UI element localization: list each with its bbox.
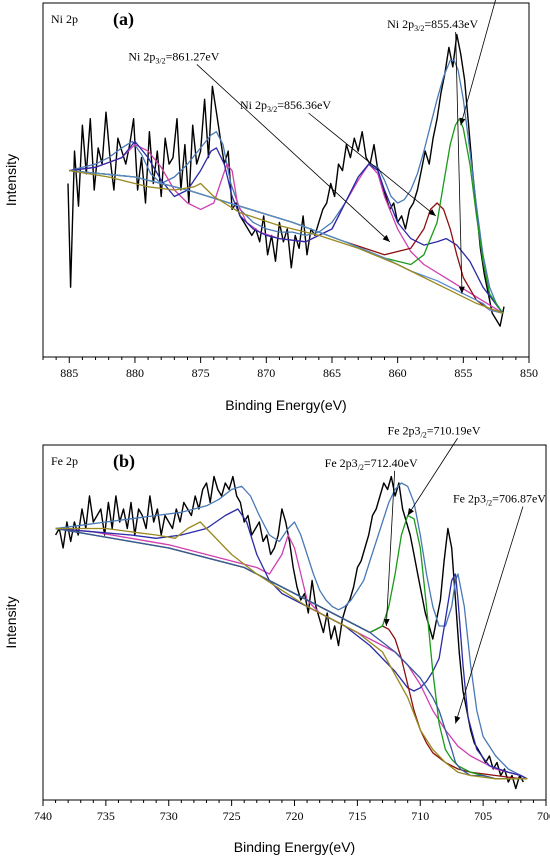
panel-a-series [67, 33, 505, 327]
peak-annotation-label: Fe 2p3 [325, 456, 358, 470]
peak-annotation-leader-line [407, 438, 458, 516]
peak-annotation-leader-line [460, 0, 496, 126]
series-ni3-satellite-component [69, 143, 504, 314]
arrowhead-icon [459, 117, 466, 126]
arrowhead-icon [458, 286, 465, 294]
series-raw [67, 33, 505, 327]
x-tick-label-870: 870 [257, 366, 275, 380]
series-ni-2p3-2-peak-854-88-ev [69, 169, 503, 314]
series-fe-2p1-2-component [55, 508, 528, 780]
series-raw [54, 475, 525, 790]
peak-annotation-label: Fe 2p3 [453, 492, 486, 506]
peak-annotation-label: Ni 2p [240, 98, 267, 112]
series-envelope [69, 59, 504, 314]
peak-annotation-value: =855.43eV [424, 17, 478, 31]
panel-ni-2p: (a) Ni 2p Binding Energy(eV) Intensity 8… [3, 0, 538, 413]
peak-annotation-leader-line [196, 64, 391, 243]
peak-annotation-leader-line [455, 506, 524, 724]
series-fe3-satellite-component [55, 527, 528, 780]
peak-annotation-value: =706.87eV [492, 492, 546, 506]
series-background [69, 169, 503, 314]
panel-a-y-axis-title: Intensity [3, 154, 19, 206]
arrowhead-icon [428, 209, 436, 216]
panel-a-label: (a) [113, 9, 134, 30]
peak-annotation-value: =861.27eV [166, 49, 220, 63]
peak-annotation-subscript: /2 [486, 499, 492, 508]
x-tick-label-860: 860 [389, 366, 407, 380]
panel-b-x-ticks: 740 735 730 725 720 715 710 705 700 [34, 800, 550, 823]
peak-annotation-1: Fe 2p3/2=710.19eV [388, 423, 481, 439]
arrowhead-icon [407, 507, 414, 516]
peak-annotation-leader-line [455, 31, 463, 294]
panel-fe-2p: (b) Fe 2p Binding Energy(eV) Intensity 7… [3, 423, 550, 855]
panel-b-x-axis-title: Binding Energy(eV) [234, 839, 355, 855]
panel-b-element-label: Fe 2p [51, 454, 78, 468]
peak-annotation-leader-line [385, 470, 396, 627]
x-tick-label-850: 850 [520, 366, 538, 380]
x-tick-label-855: 855 [454, 366, 472, 380]
series-ni2-satellite-component [69, 140, 504, 314]
x-tick-label-710: 710 [411, 809, 429, 823]
peak-annotation-subscript: /2 [358, 463, 364, 472]
peak-annotation-value: =712.40eV [364, 456, 418, 470]
x-tick-label-730: 730 [160, 809, 178, 823]
peak-annotation-leader-line [308, 112, 436, 217]
panel-b-series [54, 475, 528, 790]
series-background [55, 521, 528, 780]
x-tick-label-875: 875 [192, 366, 210, 380]
peak-annotation-label: Fe 2p3 [388, 423, 421, 437]
series-fe-2p3-2-peak-712-40-ev [55, 527, 528, 780]
x-tick-label-865: 865 [323, 366, 341, 380]
panel-a-element-label: Ni 2p [51, 12, 78, 26]
x-tick-label-735: 735 [97, 809, 115, 823]
panel-a-x-axis-title: Binding Energy(eV) [225, 397, 346, 413]
x-tick-label-720: 720 [286, 809, 304, 823]
peak-annotation-1: Ni 2p3/2=856.36eV [240, 98, 331, 114]
x-tick-label-740: 740 [34, 809, 52, 823]
panel-a-frame [42, 2, 530, 358]
x-tick-label-880: 880 [126, 366, 144, 380]
peak-annotation-subscript: 3/2 [414, 24, 424, 33]
peak-annotation-label: Ni 2p [128, 49, 155, 63]
peak-annotation-subscript: /2 [421, 430, 427, 439]
x-tick-label-700: 700 [537, 809, 550, 823]
x-tick-label-885: 885 [60, 366, 78, 380]
panel-a-x-ticks: 885 880 875 870 865 860 855 850 [42, 357, 538, 380]
peak-annotation-0: Fe 2p3/2=712.40eV [325, 456, 418, 472]
peak-annotation-2: Ni 2p3/2=855.43eV [387, 17, 478, 33]
peak-annotation-subscript: 3/2 [155, 56, 165, 65]
series-fe-2p3-2-peak-706-87-ev [55, 527, 528, 780]
series-envelope [55, 482, 528, 780]
peak-annotation-value: =710.19eV [427, 423, 481, 437]
peak-annotation-2: Fe 2p3/2=706.87eV [453, 492, 546, 508]
x-tick-label-705: 705 [474, 809, 492, 823]
panel-b-y-axis-title: Intensity [3, 596, 19, 648]
peak-annotation-subscript: 3/2 [267, 105, 277, 114]
arrowhead-icon [454, 715, 461, 724]
x-tick-label-715: 715 [348, 809, 366, 823]
arrowhead-icon [383, 618, 390, 626]
x-tick-label-725: 725 [223, 809, 241, 823]
peak-annotation-0: Ni 2p3/2=861.27eV [128, 49, 219, 65]
peak-annotation-value: =856.36eV [277, 98, 331, 112]
arrowhead-icon [382, 234, 390, 242]
peak-annotation-label: Ni 2p [387, 17, 414, 31]
panel-b-label: (b) [113, 451, 135, 472]
